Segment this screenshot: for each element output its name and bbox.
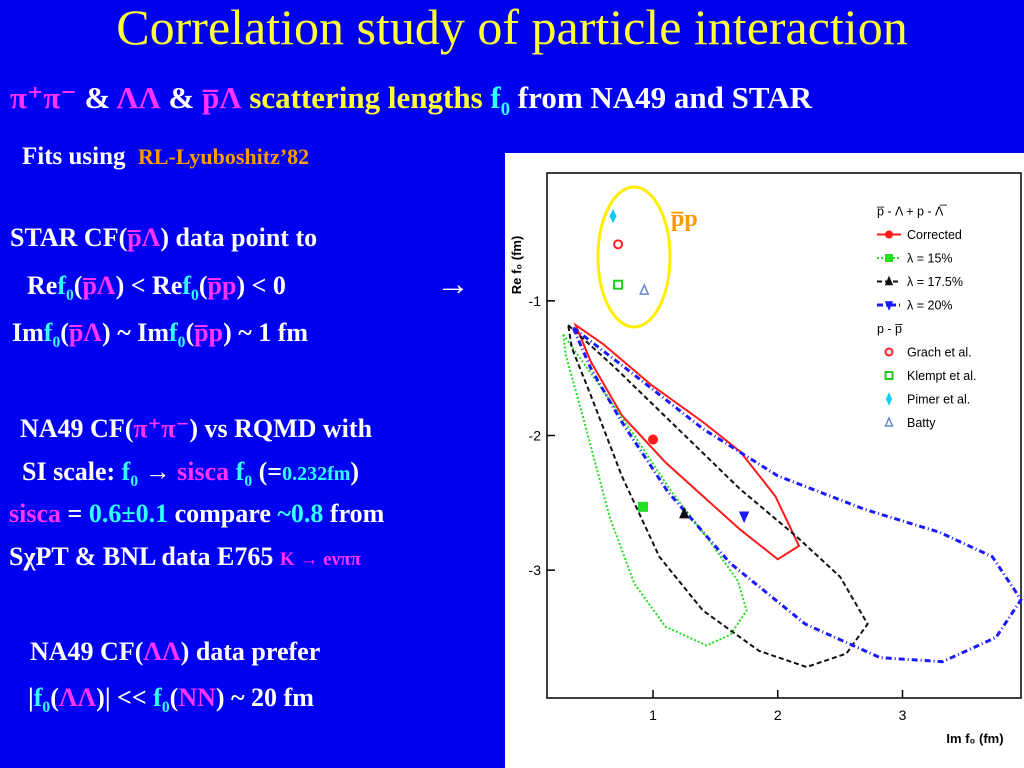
marker-batty [639,283,650,295]
star-line-1: STAR CF(p̅Λ) data point to [10,223,318,252]
x-tick-label: 3 [899,707,907,723]
subtitle-amp-1: & [84,80,111,115]
legend-marker-grach-et-al [884,347,894,357]
x-tick-label: 1 [649,707,657,723]
na49-pipi-line-2: SI scale: f0 → sisca f0 (=0.232fm) [22,457,360,491]
subtitle-ll: ΛΛ [116,80,161,115]
marker-corrected [648,434,659,445]
page-title: Correlation study of particle interactio… [116,0,908,55]
marker-20 [738,511,750,524]
legend-label-20: λ = 20% [907,299,953,313]
subtitle-rest: from NA49 and STAR [517,80,813,115]
legend-marker-20 [884,301,894,311]
y-axis-label: Re f₀ (fm) [509,236,524,295]
star-arrow: → [436,266,470,303]
subtitle-amp-2: & [168,80,195,115]
marker-pimer-et-al [609,208,617,224]
y-tick-label: -1 [529,293,542,309]
x-axis-label: Im f₀ (fm) [946,731,1003,746]
marker-grach-et-al [613,239,624,250]
pp-highlight-ellipse [596,185,672,329]
legend-label-klempt-et-al: Klempt et al. [907,369,976,383]
legend-label-17-5: λ = 17.5% [907,275,963,289]
na49-pipi-line-1: NA49 CF(π⁺π⁻) vs RQMD with [20,414,373,443]
star-line-3: Imf0(p̅Λ) ~ Imf0(p̅p) ~ 1 fm [12,318,309,352]
legend-label-p-p: p̅ - Λ + p - Λ̅ [877,205,948,219]
star-line-2: Ref0(p̅Λ) < Ref0(p̅p) < 0 [27,271,286,305]
legend-label-15: λ = 15% [907,252,953,266]
marker-15 [638,501,649,512]
legend-label-corrected: Corrected [907,228,962,242]
legend-marker-corrected [885,230,893,239]
legend-marker-klempt-et-al [884,371,894,380]
ticks-group: 1 2 3 -1 -2 -3 [529,293,907,723]
na49-ll-line-1: NA49 CF(ΛΛ) data prefer [30,637,321,666]
legend-marker-17-5 [884,275,894,286]
fits-label: Fits using [22,143,126,170]
na49-ll-line-2: |f0(ΛΛ)| << f0(NN) ~ 20 fm [28,683,314,717]
contour-17-5 [566,322,869,669]
legend-marker-batty [884,416,894,427]
legend-label-grach-et-al: Grach et al. [907,346,972,360]
markers-group [609,208,750,524]
legend-label-p-p: p - p̅ [877,322,903,336]
contour-20 [571,326,1023,664]
legend-label-pimer-et-al: Pimer et al. [907,393,970,407]
contour-corrected [573,322,801,561]
chart-svg: p̅p 1 2 3 -1 -2 -3 Re f₀ (fm) Im f₀ (fm) p̅ -… [509,172,1023,746]
pp-highlight-label: p̅p [670,206,697,232]
x-tick-label: 2 [774,707,782,723]
fits-model: RL-Lyuboshitz’82 [138,144,310,169]
na49-pipi-line-3: sisca = 0.6±0.1 compare ~0.8 from [9,499,385,528]
legend: p̅ - Λ + p - Λ̅ Corrected λ = 15% λ = 17.5%… [877,205,977,431]
legend-label-batty: Batty [907,416,936,430]
contours-group [562,322,1023,669]
subtitle: π⁺π⁻ & ΛΛ & p̅Λ scattering lengths f0 fr… [10,80,812,121]
marker-klempt-et-al [613,279,624,290]
subtitle-scattering: scattering lengths [249,80,483,115]
subtitle-pl: p̅Λ [202,80,242,115]
scattering-length-chart: p̅p 1 2 3 -1 -2 -3 Re f₀ (fm) Im f₀ (fm) p̅ -… [505,153,1024,768]
subtitle-pipi: π⁺π⁻ [10,80,77,115]
na49-pipi-line-4: SχPT & BNL data E765 K → eνππ [9,542,361,571]
marker-17-5 [679,506,690,519]
fits-line: Fits using RL-Lyuboshitz’82 [22,143,309,171]
y-tick-label: -2 [529,428,542,444]
subtitle-f0: f0 [490,80,511,121]
y-tick-label: -3 [529,562,542,578]
contour-15 [562,333,748,647]
legend-marker-15 [885,254,893,262]
legend-marker-pimer-et-al [885,392,893,406]
